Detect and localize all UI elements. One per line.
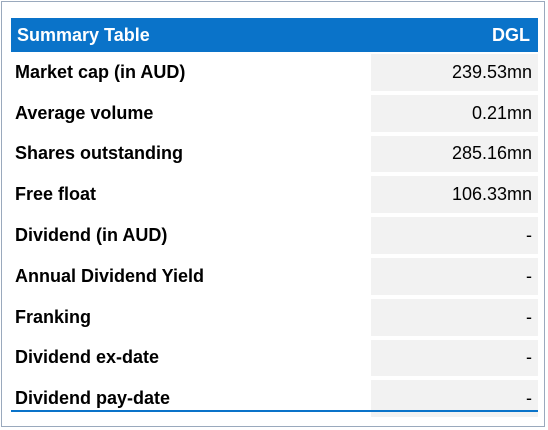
table-row: Dividend pay-date - (11, 378, 538, 420)
table-row: Dividend ex-date - (11, 337, 538, 379)
table-row: Shares outstanding 285.16mn (11, 133, 538, 175)
row-value-franking: - (371, 298, 538, 336)
table-row: Average volume 0.21mn (11, 92, 538, 134)
row-label-market-cap: Market cap (in AUD) (11, 52, 371, 93)
ticker-label: DGL (492, 24, 530, 45)
table-title: Summary Table (17, 24, 150, 45)
table-header: Summary Table DGL (11, 18, 538, 52)
table-row: Franking - (11, 296, 538, 338)
table-row: Free float 106.33mn (11, 174, 538, 216)
row-label-annual-dividend-yield: Annual Dividend Yield (11, 255, 371, 297)
row-label-dividend-pay-date: Dividend pay-date (11, 378, 371, 420)
row-value-free-float: 106.33mn (371, 176, 538, 214)
row-value-shares-outstanding: 285.16mn (371, 135, 538, 173)
table-row: Market cap (in AUD) 239.53mn (11, 52, 538, 93)
table-body: Market cap (in AUD) 239.53mn Average vol… (11, 52, 538, 420)
row-label-franking: Franking (11, 296, 371, 338)
row-value-annual-dividend-yield: - (371, 257, 538, 295)
row-label-average-volume: Average volume (11, 92, 371, 134)
row-label-dividend-ex-date: Dividend ex-date (11, 337, 371, 379)
row-value-dividend: - (371, 217, 538, 254)
table-row: Dividend (in AUD) - (11, 215, 538, 256)
row-label-shares-outstanding: Shares outstanding (11, 133, 371, 175)
row-value-average-volume: 0.21mn (371, 94, 538, 132)
table-bottom-rule (11, 410, 538, 412)
table-row: Annual Dividend Yield - (11, 255, 538, 297)
row-value-market-cap: 239.53mn (371, 54, 538, 91)
row-label-free-float: Free float (11, 174, 371, 216)
row-value-dividend-ex-date: - (371, 339, 538, 377)
row-label-dividend: Dividend (in AUD) (11, 215, 371, 256)
